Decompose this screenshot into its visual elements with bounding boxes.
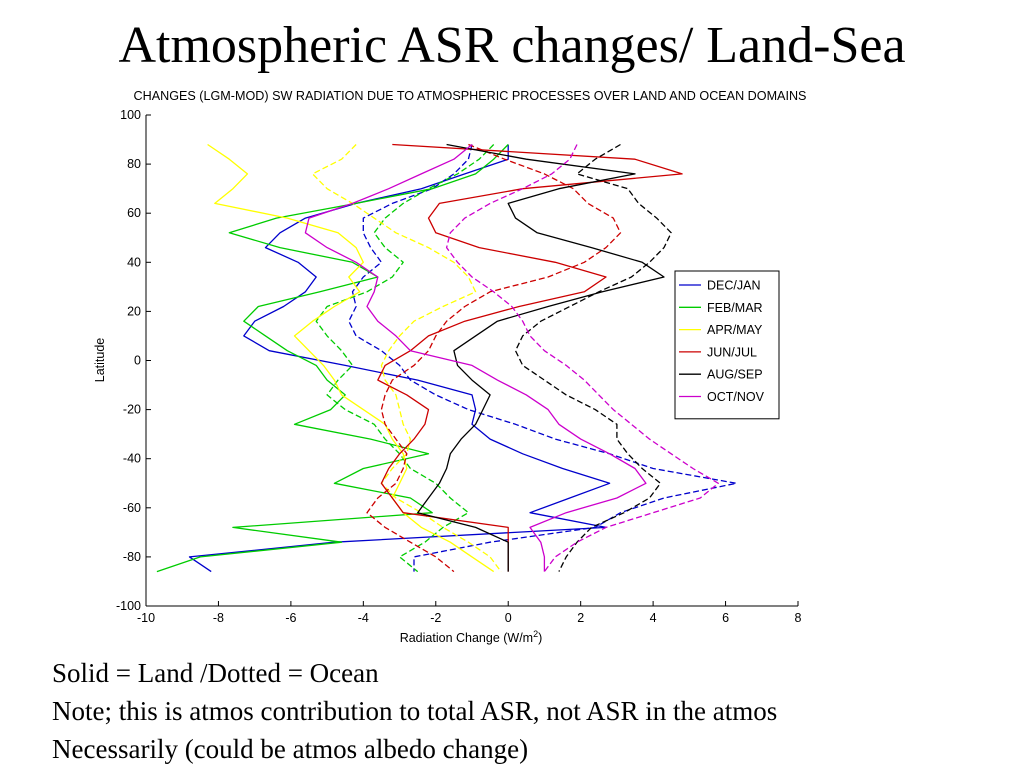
note-line-2: Note; this is atmos contribution to tota… xyxy=(52,696,778,726)
y-tick-label: 80 xyxy=(127,157,141,171)
series-line-jun-jul-ocean xyxy=(366,143,622,573)
y-tick-label: 20 xyxy=(127,304,141,318)
y-axis-label: Latitude xyxy=(93,338,107,383)
x-axis-label-main: Radiation Change (W/m xyxy=(400,631,533,645)
legend-label: DEC/JAN xyxy=(707,279,760,293)
y-tick-label: 60 xyxy=(127,206,141,220)
y-tick-label: -80 xyxy=(123,550,141,564)
x-tick-label: -6 xyxy=(285,611,296,625)
notes: Solid = Land /Dotted = Ocean Note; this … xyxy=(52,654,1012,768)
x-tick-label: 2 xyxy=(577,611,584,625)
x-tick-label: -10 xyxy=(137,611,155,625)
y-tick-label: -40 xyxy=(123,452,141,466)
legend-label: JUN/JUL xyxy=(707,345,757,359)
chart-title: CHANGES (LGM-MOD) SW RADIATION DUE TO AT… xyxy=(134,89,807,103)
legend-label: OCT/NOV xyxy=(707,390,765,404)
y-tick-label: 100 xyxy=(120,108,141,122)
plot-area xyxy=(156,143,738,573)
legend: DEC/JAN FEB/MAR APR/MAY JUN/JUL AUG/SEP OCT/N… xyxy=(674,270,780,420)
x-tick-label: -2 xyxy=(430,611,441,625)
series-line-apr-may-ocean xyxy=(311,144,502,572)
series-line-jun-jul-land xyxy=(377,143,683,572)
slide-title: Atmospheric ASR changes/ Land-Sea xyxy=(118,17,906,74)
legend-box xyxy=(674,270,780,420)
y-tick-label: -60 xyxy=(123,501,141,515)
legend-label: FEB/MAR xyxy=(707,301,763,315)
y-tick-label: -100 xyxy=(116,599,141,613)
x-axis-label: Radiation Change (W/m2) xyxy=(400,629,543,645)
series-line-oct-nov-ocean xyxy=(445,144,719,572)
series-line-aug-sep-ocean xyxy=(514,143,672,572)
x-tick-label: 8 xyxy=(795,611,802,625)
series-line-feb-mar-land xyxy=(156,144,509,573)
note-line-3: Necessarily (could be atmos albedo chang… xyxy=(52,734,529,764)
chart: CHANGES (LGM-MOD) SW RADIATION DUE TO AT… xyxy=(93,89,807,645)
y-tick-label: -20 xyxy=(123,403,141,417)
x-tick-label: 0 xyxy=(505,611,512,625)
legend-label: APR/MAY xyxy=(707,323,763,337)
x-tick-label: 6 xyxy=(722,611,729,625)
x-tick-label: -8 xyxy=(213,611,224,625)
series-line-aug-sep-land xyxy=(417,143,665,572)
series-line-apr-may-land xyxy=(207,143,495,573)
axes: -10 -8 -6 -4 -2 0 2 4 6 8100806040200-20-40-60-80… xyxy=(116,108,802,625)
x-axis-label-sup: 2 xyxy=(533,629,538,639)
legend-label: AUG/SEP xyxy=(707,368,763,382)
x-axis-label-tail: ) xyxy=(538,631,542,645)
y-tick-label: 40 xyxy=(127,255,141,269)
x-tick-label: 4 xyxy=(650,611,657,625)
y-tick-label: 0 xyxy=(134,354,141,368)
series-line-dec-jan-ocean xyxy=(348,144,738,572)
series-line-feb-mar-ocean xyxy=(315,144,495,573)
series-line-oct-nov-land xyxy=(304,143,647,572)
series-line-dec-jan-land xyxy=(188,144,611,573)
note-line-1: Solid = Land /Dotted = Ocean xyxy=(52,658,379,688)
x-tick-label: -4 xyxy=(358,611,369,625)
